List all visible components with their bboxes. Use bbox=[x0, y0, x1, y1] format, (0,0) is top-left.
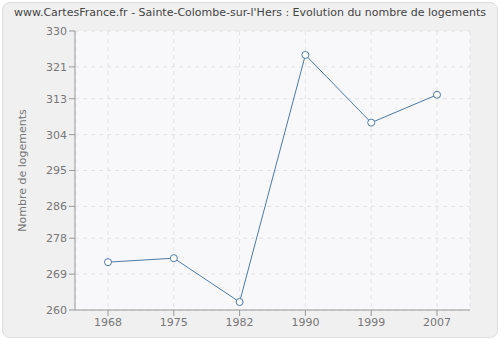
html-text:www.CartesFrance.fr - Sainte-C: www.CartesFrance.fr - Sainte-Colombe-sur… bbox=[13, 6, 487, 19]
svg-text:1999: 1999 bbox=[357, 316, 385, 329]
svg-text:1975: 1975 bbox=[160, 316, 188, 329]
svg-text:304: 304 bbox=[46, 129, 67, 142]
svg-text:2007: 2007 bbox=[423, 316, 451, 329]
svg-text:1990: 1990 bbox=[291, 316, 319, 329]
svg-text:1982: 1982 bbox=[226, 316, 254, 329]
svg-text:260: 260 bbox=[46, 304, 67, 317]
svg-text:1968: 1968 bbox=[94, 316, 122, 329]
svg-text:313: 313 bbox=[46, 93, 67, 106]
svg-text:295: 295 bbox=[46, 164, 67, 177]
svg-text:269: 269 bbox=[46, 268, 67, 281]
svg-text:286: 286 bbox=[46, 200, 67, 213]
svg-text:330: 330 bbox=[46, 25, 67, 38]
svg-text:Nombre de logements: Nombre de logements bbox=[16, 109, 29, 232]
svg-text:278: 278 bbox=[46, 232, 67, 245]
svg-text:321: 321 bbox=[46, 61, 67, 74]
